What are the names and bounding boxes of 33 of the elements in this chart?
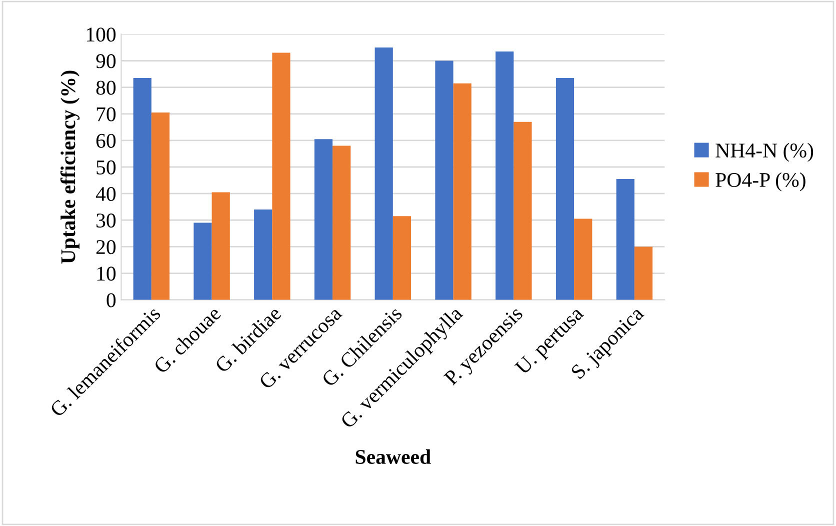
legend-label: NH4-N (%) (716, 142, 814, 162)
bar (435, 60, 454, 300)
bar (616, 178, 634, 300)
bar (151, 112, 170, 300)
y-tick-label: 0 (106, 293, 116, 308)
y-axis-title: Uptake efficiency (%) (60, 70, 80, 264)
bar (634, 246, 653, 300)
y-tick-label: 50 (96, 160, 116, 174)
bar (574, 218, 592, 300)
y-tick-label: 90 (96, 54, 116, 68)
y-tick-label: 30 (96, 214, 116, 228)
bar (212, 192, 230, 300)
bar (556, 78, 574, 300)
bar (254, 210, 272, 300)
bar (496, 51, 514, 300)
bar (514, 122, 532, 300)
bar (332, 146, 351, 300)
y-tick-label: 70 (96, 107, 116, 122)
bar (453, 83, 472, 300)
bar (133, 78, 152, 300)
y-tick-label: 10 (97, 266, 116, 281)
y-tick-label: 20 (96, 240, 116, 254)
y-tick-label: 100 (86, 28, 116, 42)
bar (374, 47, 393, 300)
bar (194, 222, 212, 300)
bar (392, 216, 412, 300)
legend-label: PO4-P (%) (716, 172, 806, 192)
y-tick-label: 80 (96, 80, 116, 95)
bar (272, 52, 290, 300)
bar (314, 139, 333, 300)
y-tick-label: 40 (96, 186, 116, 201)
y-tick-label: 60 (96, 134, 116, 148)
x-axis-title: Seaweed (356, 449, 431, 464)
